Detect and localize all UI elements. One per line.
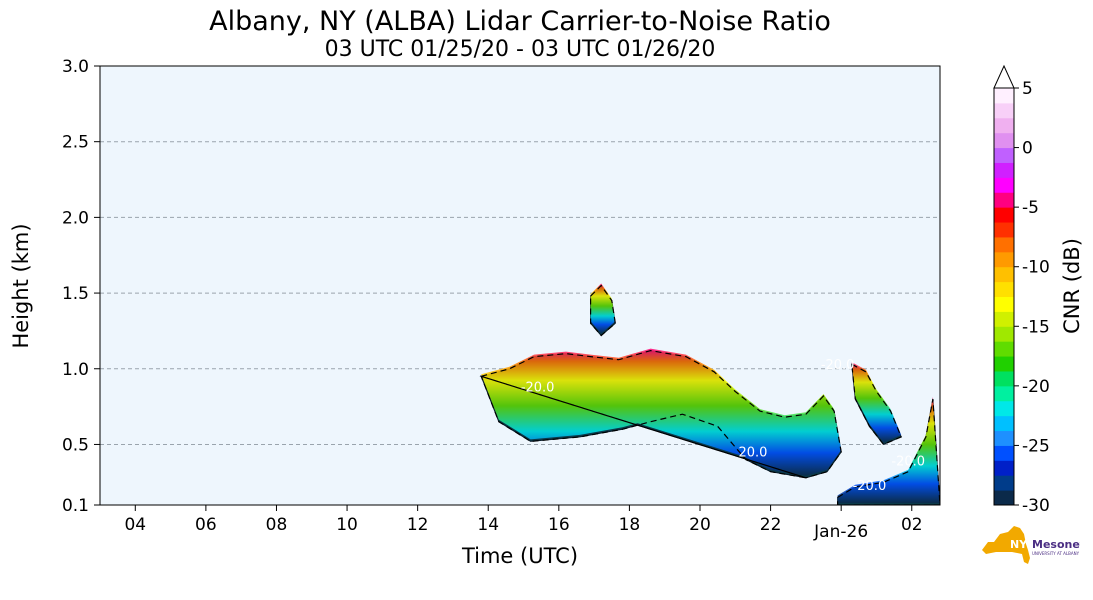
cloud-contour: [479, 349, 842, 479]
cloud-layers: [479, 283, 940, 505]
cloud-layer-fill: [590, 283, 616, 334]
colorbar-swatch: [994, 326, 1014, 342]
x-axis: 04 06 08 10 12 14 16 18 20 22 Jan-26 02: [124, 505, 923, 542]
x-tick-label: 22: [760, 515, 782, 535]
x-tick-label: 14: [477, 515, 499, 535]
colorbar-extend-arrow: [993, 64, 1015, 89]
cloud-contour: [590, 284, 616, 337]
colorbar-swatch: [994, 311, 1014, 327]
x-tick-label: 16: [548, 515, 570, 535]
y-tick-label: 0.5: [62, 435, 89, 455]
colorbar-swatch: [994, 296, 1014, 312]
colorbar-swatch: [994, 236, 1014, 253]
colorbar-label: CNR (dB): [1060, 238, 1084, 334]
contour-label: -20.0: [853, 479, 887, 494]
colorbar: [993, 64, 1015, 506]
colorbar-swatch: [994, 266, 1014, 283]
nys-mesonet-logo: NYS Mesonet UNIVERSITY AT ALBANY: [982, 526, 1080, 564]
colorbar-swatch: [994, 415, 1014, 432]
contour-labels: -20.0 20.0 -20.0 -20.0 -20.0: [521, 358, 925, 494]
colorbar-tick-label: -25: [1022, 436, 1050, 456]
colorbar-tick-label: -5: [1022, 198, 1039, 218]
x-tick-label: 18: [619, 515, 641, 535]
colorbar-swatch: [994, 445, 1014, 461]
colorbar-swatch: [994, 192, 1014, 208]
x-axis-label: Time (UTC): [461, 544, 578, 568]
y-axis-label: Height (km): [9, 223, 33, 348]
cloud-layer-fill: [481, 348, 842, 476]
y-tick-label: 1.5: [62, 284, 89, 304]
colorbar-tick-label: 0: [1022, 139, 1033, 159]
cloud-contour: [851, 363, 902, 446]
colorbar-swatch: [994, 400, 1014, 417]
colorbar-swatch: [994, 132, 1014, 149]
colorbar-ticks: 5 0 -5 -10 -15 -20 -25 -30: [1014, 79, 1050, 516]
x-tick-label: 20: [689, 515, 711, 535]
x-tick-label: 02: [901, 515, 923, 535]
x-tick-label: 06: [195, 515, 217, 535]
colorbar-swatch: [994, 207, 1014, 223]
svg-text:Mesonet: Mesonet: [1032, 538, 1080, 551]
x-tick-label: Jan-26: [813, 522, 868, 542]
colorbar-swatch: [994, 370, 1014, 387]
colorbar-swatch: [994, 222, 1014, 238]
x-tick-label: 12: [407, 515, 429, 535]
chart-title: Albany, NY (ALBA) Lidar Carrier-to-Noise…: [209, 6, 831, 37]
contour-label: -20.0: [521, 380, 555, 395]
plot-frame: [99, 65, 941, 506]
colorbar-swatch: [994, 385, 1014, 402]
colorbar-tick-label: -10: [1022, 258, 1050, 278]
colorbar-swatch: [994, 102, 1014, 119]
x-tick-label: 10: [336, 515, 358, 535]
contour-label: 20.0: [738, 446, 767, 461]
colorbar-swatch: [994, 88, 1014, 104]
x-tick-label: 04: [124, 515, 146, 535]
colorbar-swatch: [994, 475, 1014, 491]
cloud-layer-fill: [837, 397, 940, 503]
colorbar-swatch: [994, 341, 1014, 357]
colorbar-tick-label: 5: [1022, 79, 1033, 99]
colorbar-tick-label: -30: [1022, 496, 1050, 516]
colorbar-swatch: [994, 460, 1014, 476]
y-tick-label: 2.0: [62, 208, 89, 228]
cloud-layer-fill: [851, 362, 902, 443]
colorbar-swatch: [994, 117, 1014, 134]
y-tick-label: 1.0: [62, 360, 89, 380]
colorbar-swatch: [994, 430, 1014, 446]
y-tick-label: 0.1: [62, 496, 89, 516]
chart-subtitle: 03 UTC 01/25/20 - 03 UTC 01/26/20: [324, 37, 716, 62]
colorbar-swatch: [994, 177, 1014, 193]
colorbar-swatch: [994, 251, 1014, 268]
colorbar-tick-label: -20: [1022, 377, 1050, 397]
cloud-contour: [837, 398, 940, 505]
colorbar-swatch: [994, 281, 1014, 297]
colorbar-swatch: [994, 356, 1014, 372]
y-tick-label: 3.0: [62, 57, 89, 77]
colorbar-frame: [993, 87, 1015, 506]
colorbar-swatch: [994, 147, 1014, 163]
svg-text:UNIVERSITY AT ALBANY: UNIVERSITY AT ALBANY: [1032, 551, 1080, 556]
svg-text:NYS: NYS: [1010, 538, 1035, 551]
y-axis: 0.1 0.5 1.0 1.5 2.0 2.5 3.0: [62, 57, 100, 516]
contour-label: -20.0: [821, 358, 855, 373]
colorbar-swatch: [994, 162, 1014, 178]
y-tick-label: 2.5: [62, 133, 89, 153]
colorbar-swatch: [994, 490, 1014, 506]
x-tick-label: 08: [266, 515, 288, 535]
colorbar-tick-label: -15: [1022, 317, 1050, 337]
contour-label: -20.0: [891, 455, 925, 470]
